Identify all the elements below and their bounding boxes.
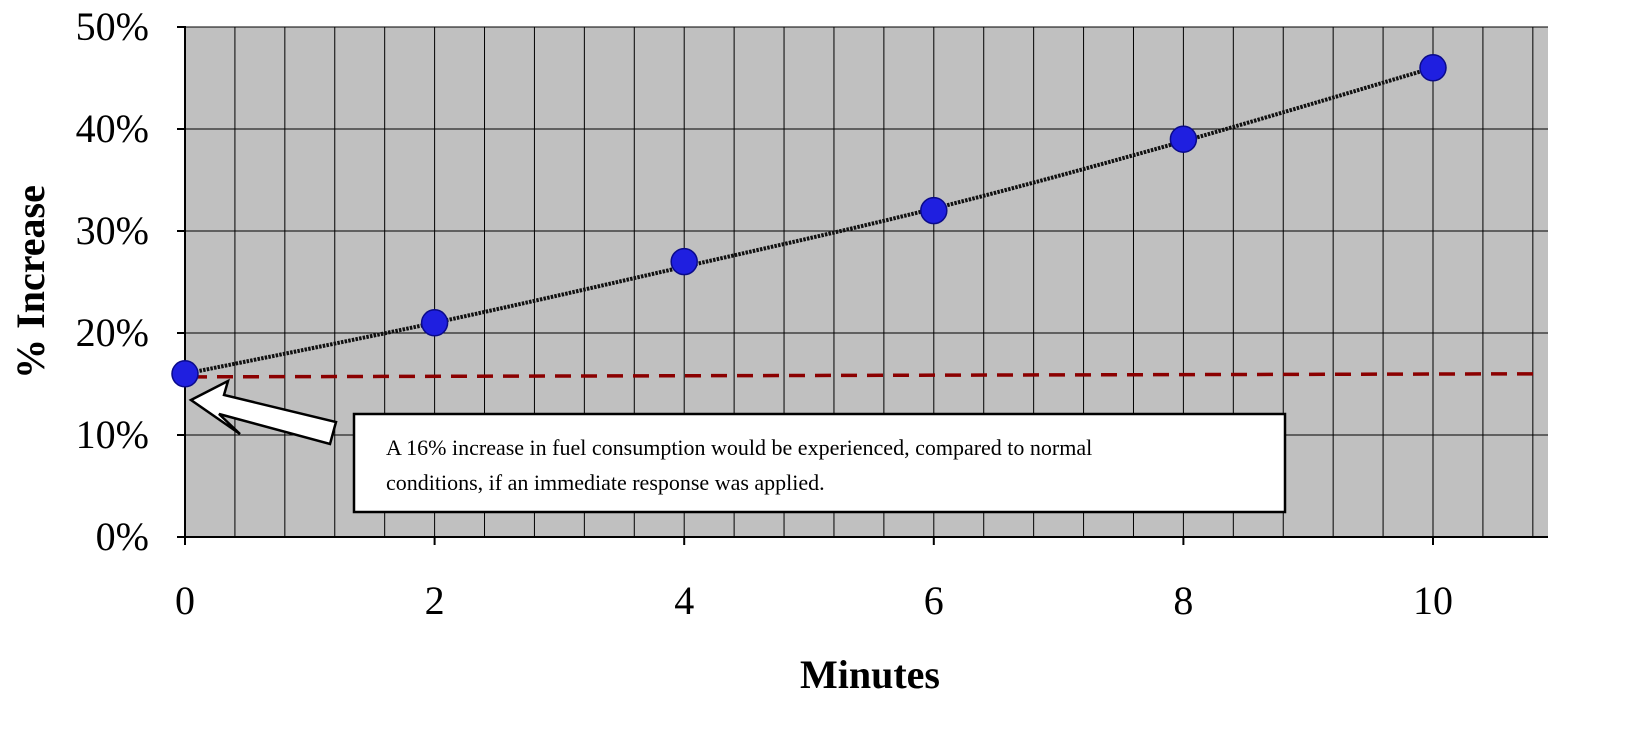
x-axis-title: Minutes xyxy=(800,652,940,697)
reference-line-layer xyxy=(190,372,1541,379)
annotation-box xyxy=(352,412,1287,514)
reference-dashed-line xyxy=(190,372,1541,379)
y-tick-label: 0% xyxy=(96,514,149,559)
y-tick-label: 10% xyxy=(76,412,149,457)
x-tick-label: 10 xyxy=(1413,578,1453,623)
y-tick-label: 30% xyxy=(76,208,149,253)
x-tick-label: 0 xyxy=(175,578,195,623)
y-tick-label: 20% xyxy=(76,310,149,355)
data-points-layer xyxy=(171,54,1447,388)
data-point xyxy=(1419,54,1447,82)
data-point xyxy=(420,309,449,337)
data-point xyxy=(920,196,948,225)
trendline-curve xyxy=(184,65,1434,376)
x-tick-label: 4 xyxy=(674,578,694,623)
data-point xyxy=(171,360,199,388)
y-tick-label: 40% xyxy=(76,106,149,151)
tick-labels: 0% 10% 20% 30% 40% 50% 0 2 4 6 8 10 xyxy=(76,4,1453,623)
y-tick-label: 50% xyxy=(76,4,149,49)
axes xyxy=(177,26,1548,545)
trendline-layer xyxy=(184,65,1434,376)
data-point xyxy=(670,247,698,276)
data-point xyxy=(1169,125,1198,153)
annotation-text-line: conditions, if an immediate response was… xyxy=(386,470,825,495)
y-axis-title: % Increase xyxy=(8,185,53,379)
x-tick-label: 6 xyxy=(924,578,944,623)
x-tick-label: 8 xyxy=(1173,578,1193,623)
annotation-arrow xyxy=(188,378,338,446)
annotation-text-line: A 16% increase in fuel consumption would… xyxy=(386,435,1092,460)
x-tick-label: 2 xyxy=(425,578,445,623)
annotation-layer: A 16% increase in fuel consumption would… xyxy=(188,378,1287,514)
